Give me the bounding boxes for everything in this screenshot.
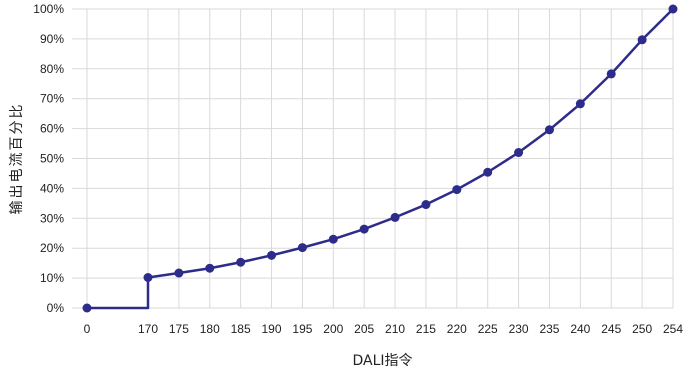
x-tick-label: 205 bbox=[354, 322, 374, 336]
y-tick-label: 80% bbox=[40, 62, 64, 76]
y-tick-label: 0% bbox=[47, 301, 65, 315]
x-tick-label: 254 bbox=[663, 322, 683, 336]
y-tick-label: 10% bbox=[40, 271, 64, 285]
series-layer bbox=[82, 4, 678, 313]
x-tick-label: 215 bbox=[416, 322, 436, 336]
y-tick-label: 30% bbox=[40, 211, 64, 225]
x-tick-label: 180 bbox=[200, 322, 220, 336]
data-point bbox=[637, 35, 647, 45]
x-tick-label: 225 bbox=[478, 322, 498, 336]
data-point bbox=[390, 212, 400, 222]
data-point bbox=[421, 200, 431, 210]
y-tick-label: 70% bbox=[40, 92, 64, 106]
series-line bbox=[87, 8, 674, 310]
data-point bbox=[143, 273, 153, 283]
y-tick-label: 20% bbox=[40, 241, 64, 255]
data-point bbox=[575, 99, 585, 109]
grid-layer bbox=[72, 8, 674, 309]
data-point bbox=[297, 243, 307, 253]
x-tick-label: 200 bbox=[323, 322, 343, 336]
data-point bbox=[267, 250, 277, 260]
x-tick-label: 175 bbox=[169, 322, 189, 336]
data-point bbox=[514, 148, 524, 158]
y-tick-label: 50% bbox=[40, 152, 64, 166]
x-tick-label: 245 bbox=[601, 322, 621, 336]
x-tick-label: 190 bbox=[262, 322, 282, 336]
x-tick-label: 195 bbox=[292, 322, 312, 336]
tick-layer: 0% 10% 20% 30% 40% 50% 60% 70% 80% 90% 100% 0 170 175… bbox=[33, 2, 683, 336]
x-tick-label: 240 bbox=[570, 322, 590, 336]
x-tick-label: 220 bbox=[447, 322, 467, 336]
y-tick-label: 100% bbox=[33, 2, 64, 16]
x-axis-title: DALI指令 bbox=[352, 353, 412, 369]
y-tick-label: 60% bbox=[40, 122, 64, 136]
y-tick-label: 40% bbox=[40, 181, 64, 195]
x-tick-label: 185 bbox=[231, 322, 251, 336]
x-tick-label: 0 bbox=[84, 322, 91, 336]
data-point bbox=[359, 224, 369, 234]
y-tick-label: 90% bbox=[40, 32, 64, 46]
x-tick-label: 250 bbox=[632, 322, 652, 336]
x-tick-label: 170 bbox=[138, 322, 158, 336]
data-point bbox=[668, 4, 678, 14]
x-tick-label: 210 bbox=[385, 322, 405, 336]
data-point bbox=[174, 268, 184, 278]
data-point bbox=[82, 303, 92, 313]
data-point bbox=[606, 69, 616, 79]
y-axis-title: 输出电流百分比 bbox=[9, 103, 25, 215]
data-point bbox=[328, 234, 338, 244]
data-point bbox=[236, 257, 246, 267]
x-tick-label: 230 bbox=[509, 322, 529, 336]
data-point bbox=[544, 125, 554, 135]
data-point bbox=[483, 167, 493, 177]
x-tick-label: 235 bbox=[539, 322, 559, 336]
data-point bbox=[452, 185, 462, 195]
data-point bbox=[205, 263, 215, 273]
